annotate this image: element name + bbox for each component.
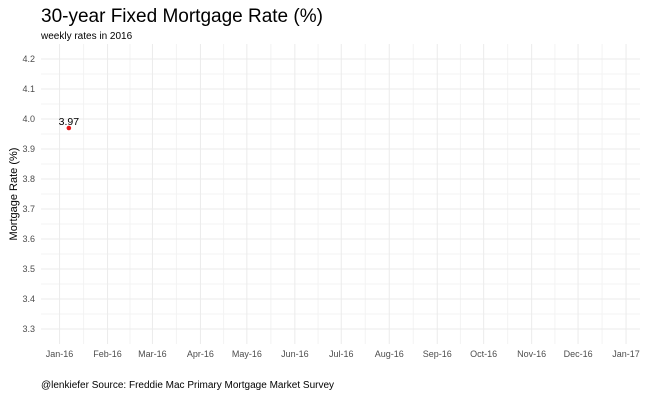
y-tick-label: 3.3: [22, 324, 35, 334]
x-tick-label: Jan-17: [612, 349, 640, 359]
chart-caption: @lenkiefer Source: Freddie Mac Primary M…: [41, 380, 335, 391]
x-tick-label: Feb-16: [93, 349, 122, 359]
x-axis: Jan-16 Feb-16 Mar-16 Apr-16 May-16 Jun-16 Jul-…: [46, 349, 640, 359]
x-tick-label: Apr-16: [187, 349, 214, 359]
x-tick-label: Jun-16: [281, 349, 309, 359]
y-tick-label: 4.2: [22, 54, 35, 64]
x-tick-label: Jul-16: [329, 349, 354, 359]
x-tick-label: Oct-16: [470, 349, 497, 359]
x-tick-label: Mar-16: [138, 349, 167, 359]
grid-major: [41, 44, 640, 344]
y-tick-label: 3.8: [22, 174, 35, 184]
y-tick-label: 3.9: [22, 144, 35, 154]
y-tick-label: 3.7: [22, 204, 35, 214]
y-tick-label: 3.4: [22, 294, 35, 304]
x-tick-label: Nov-16: [517, 349, 546, 359]
y-axis-title: Mortgage Rate (%): [8, 148, 20, 241]
chart-title: 30-year Fixed Mortgage Rate (%): [41, 6, 323, 27]
chart-subtitle: weekly rates in 2016: [41, 31, 133, 42]
x-tick-label: Jan-16: [46, 349, 74, 359]
y-tick-label: 4.0: [22, 114, 35, 124]
y-tick-label: 4.1: [22, 84, 35, 94]
data-points: 3.97: [59, 116, 80, 131]
x-tick-label: Aug-16: [375, 349, 404, 359]
x-tick-label: Dec-16: [564, 349, 593, 359]
y-tick-label: 3.6: [22, 234, 35, 244]
y-tick-label: 3.5: [22, 264, 35, 274]
y-axis: 3.3 3.4 3.5 3.6 3.7 3.8 3.9 4.0 4.1 4.2: [22, 54, 35, 334]
data-point: [66, 125, 72, 131]
x-tick-label: Sep-16: [423, 349, 452, 359]
x-tick-label: May-16: [232, 349, 262, 359]
grid-minor: [41, 44, 640, 344]
data-label: 3.97: [59, 116, 80, 128]
